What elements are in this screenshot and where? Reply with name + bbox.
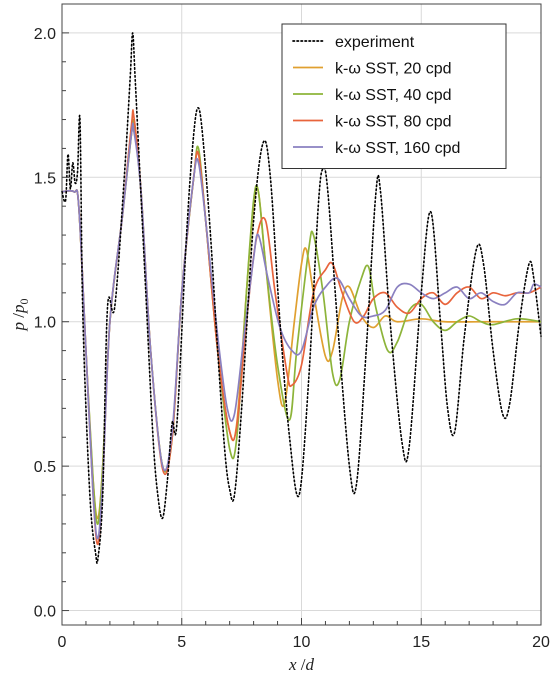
y-tick-label: 0.0 [34, 604, 56, 621]
y-tick-label: 0.5 [34, 459, 56, 476]
y-axis-label: p /p0 [9, 299, 31, 332]
x-tick-label: 15 [412, 634, 430, 651]
x-tick-label: 5 [177, 634, 186, 651]
tick-labels: 0 5 10 15 20 0.0 0.5 1.0 1.5 2.0 [34, 26, 550, 651]
legend-label: experiment [335, 34, 415, 51]
y-tick-label: 1.5 [34, 170, 56, 187]
y-tick-label: 2.0 [34, 26, 56, 43]
axis-ticks [61, 32, 542, 625]
x-tick-label: 0 [58, 634, 67, 651]
legend-box [281, 23, 507, 169]
legend-label: k-ω SST, 160 cpd [335, 140, 460, 157]
legend-label: k-ω SST, 20 cpd [335, 61, 452, 78]
legend: experiment k-ω SST, 20 cpd k-ω SST, 40 cpd… [281, 23, 507, 169]
legend-label: k-ω SST, 40 cpd [335, 87, 452, 104]
y-tick-label: 1.0 [34, 315, 56, 332]
x-axis-label: x /d [288, 655, 315, 674]
series-layer [61, 32, 542, 564]
x-tick-label: 10 [293, 634, 311, 651]
legend-label: k-ω SST, 80 cpd [335, 114, 452, 131]
series-line-experiment [61, 32, 542, 564]
x-tick-label: 20 [532, 634, 550, 651]
